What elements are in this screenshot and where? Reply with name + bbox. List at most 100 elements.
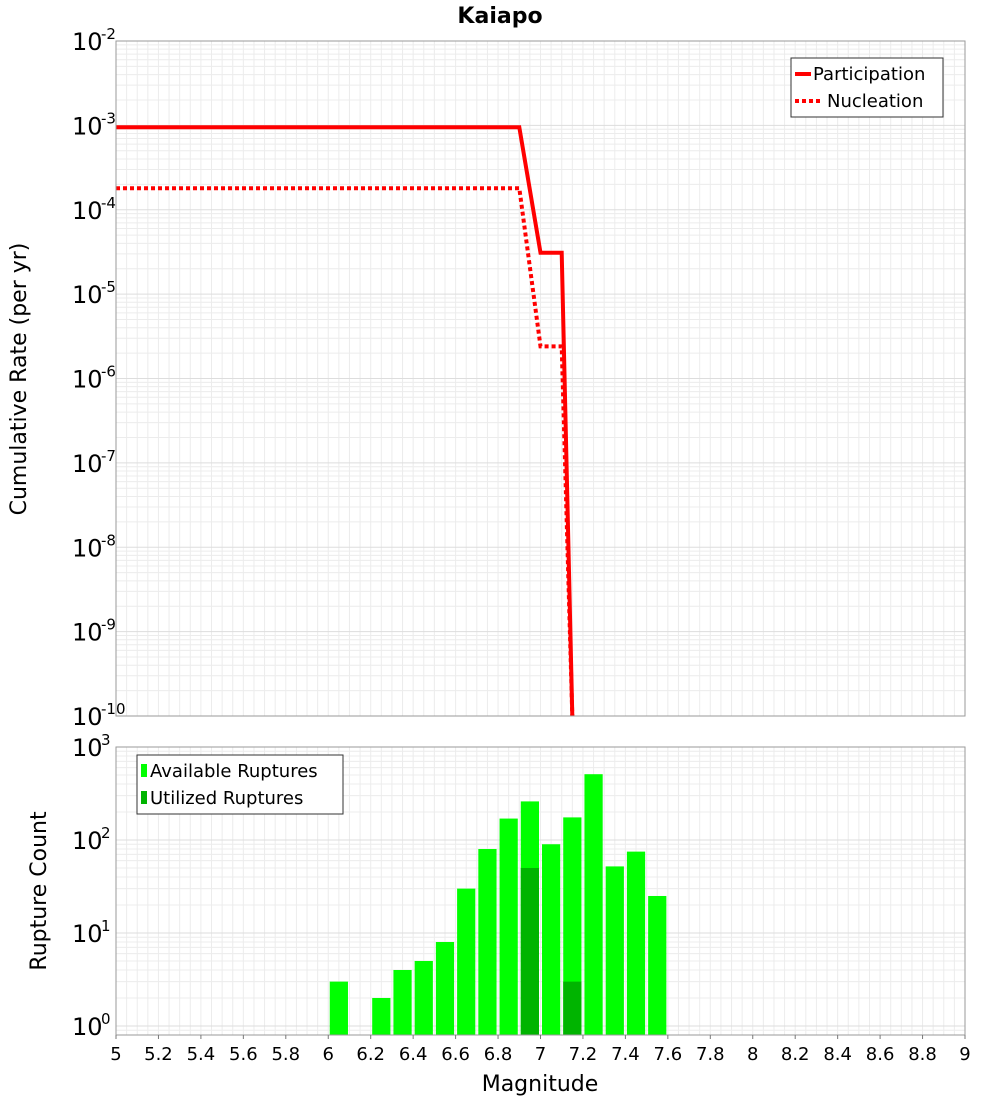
participation-line bbox=[116, 125, 575, 716]
bottom-legend: Available Ruptures Utilized Ruptures bbox=[136, 754, 344, 815]
y-tick-base: 10 bbox=[72, 28, 103, 56]
top-y-tick-label: 10-2 bbox=[72, 25, 116, 56]
x-tick-label: 8.2 bbox=[781, 1044, 810, 1065]
bar-available-ruptures bbox=[563, 817, 582, 1035]
x-tick-label: 8.4 bbox=[823, 1044, 852, 1065]
y-tick-base: 10 bbox=[72, 281, 103, 309]
bar-available-ruptures bbox=[648, 895, 667, 1035]
bar-utilized-ruptures bbox=[563, 981, 582, 1035]
top-y-tick-label: 10-6 bbox=[72, 363, 116, 394]
nucleation-line bbox=[116, 186, 575, 716]
top-y-tick-label: 10-8 bbox=[72, 531, 116, 562]
y-tick-exponent: 1 bbox=[101, 917, 111, 935]
legend-available-label: Available Ruptures bbox=[150, 761, 318, 782]
bar-available-ruptures bbox=[457, 888, 476, 1035]
y-tick-exponent: 2 bbox=[101, 824, 111, 842]
top-y-tick-label: 10-10 bbox=[72, 700, 126, 731]
x-tick-label: 5.4 bbox=[187, 1044, 216, 1065]
top-plot-area bbox=[115, 40, 966, 717]
x-tick-label: 6.4 bbox=[399, 1044, 428, 1065]
x-tick-label: 6.6 bbox=[441, 1044, 470, 1065]
x-tick-label: 7.4 bbox=[611, 1044, 640, 1065]
bar-available-ruptures bbox=[605, 866, 624, 1035]
y-tick-exponent: 3 bbox=[101, 731, 111, 749]
y-tick-base: 10 bbox=[72, 112, 103, 140]
x-tick-label: 7.8 bbox=[696, 1044, 725, 1065]
y-tick-exponent: 0 bbox=[101, 1010, 111, 1028]
bar-available-ruptures bbox=[329, 981, 348, 1035]
x-tick-label: 8.8 bbox=[908, 1044, 937, 1065]
bar-available-ruptures bbox=[499, 818, 518, 1035]
bar-available-ruptures bbox=[542, 844, 561, 1035]
y-tick-base: 10 bbox=[72, 534, 103, 562]
y-tick-exponent: -6 bbox=[101, 363, 116, 381]
bar-available-ruptures bbox=[435, 942, 455, 1035]
top-y-tick-label: 10-5 bbox=[72, 278, 116, 309]
x-tick-label: 5 bbox=[110, 1044, 121, 1065]
x-tick-label: 9 bbox=[959, 1044, 970, 1065]
x-tick-label: 7 bbox=[535, 1044, 546, 1065]
x-tick-label: 8 bbox=[747, 1044, 758, 1065]
legend-nucleation-label: Nucleation bbox=[827, 91, 923, 112]
x-tick-label: 6.2 bbox=[356, 1044, 385, 1065]
y-tick-exponent: -8 bbox=[101, 531, 116, 549]
bar-available-ruptures bbox=[478, 849, 497, 1035]
top-y-tick-label: 10-4 bbox=[72, 194, 116, 225]
y-tick-base: 10 bbox=[72, 1013, 103, 1041]
bottom-y-tick-label: 101 bbox=[72, 917, 111, 948]
bottom-plot-grid bbox=[115, 747, 966, 1036]
y-tick-base: 10 bbox=[72, 734, 103, 762]
top-legend: Participation Nucleation bbox=[790, 57, 944, 118]
y-tick-base: 10 bbox=[72, 827, 103, 855]
top-legend-box bbox=[790, 57, 944, 118]
y-tick-exponent: -10 bbox=[101, 700, 126, 718]
y-tick-exponent: -4 bbox=[101, 194, 116, 212]
bar-available-ruptures bbox=[414, 960, 433, 1035]
legend-utilized-swatch bbox=[141, 791, 147, 804]
y-tick-base: 10 bbox=[72, 197, 103, 225]
y-tick-base: 10 bbox=[72, 703, 103, 731]
top-plot-grid bbox=[115, 41, 966, 717]
bar-available-ruptures bbox=[584, 774, 603, 1035]
x-tick-label: 6.8 bbox=[484, 1044, 513, 1065]
x-tick-label: 8.6 bbox=[866, 1044, 895, 1065]
y-tick-exponent: -5 bbox=[101, 278, 116, 296]
legend-utilized-label: Utilized Ruptures bbox=[150, 788, 303, 809]
x-tick-label: 6 bbox=[323, 1044, 334, 1065]
x-tick-label: 5.8 bbox=[271, 1044, 300, 1065]
bottom-y-tick-label: 100 bbox=[72, 1010, 111, 1041]
chart-title: Kaiapo bbox=[457, 4, 542, 29]
x-tick-label: 7.6 bbox=[654, 1044, 683, 1065]
y-tick-base: 10 bbox=[72, 450, 103, 478]
x-tick-label: 5.6 bbox=[229, 1044, 258, 1065]
x-tick-label: 5.2 bbox=[144, 1044, 173, 1065]
y-tick-exponent: -2 bbox=[101, 25, 116, 43]
x-tick-label: 7.2 bbox=[569, 1044, 598, 1065]
legend-available-swatch bbox=[141, 764, 147, 777]
bar-available-ruptures bbox=[393, 969, 412, 1035]
bar-marks bbox=[329, 774, 667, 1035]
top-y-tick-label: 10-7 bbox=[72, 447, 116, 478]
y-tick-exponent: -7 bbox=[101, 447, 116, 465]
bottom-y-axis-label: Rupture Count bbox=[27, 811, 52, 971]
bar-available-ruptures bbox=[372, 997, 391, 1035]
y-tick-base: 10 bbox=[72, 619, 103, 647]
bottom-y-tick-label: 103 bbox=[72, 731, 111, 762]
legend-participation-label: Participation bbox=[813, 64, 925, 85]
bottom-y-tick-label: 102 bbox=[72, 824, 111, 855]
top-y-tick-label: 10-9 bbox=[72, 616, 116, 647]
x-axis-label: Magnitude bbox=[482, 1072, 599, 1097]
top-y-axis-label: Cumulative Rate (per yr) bbox=[7, 243, 32, 516]
line-marks bbox=[116, 125, 575, 716]
x-tick-labels: 5 5.2 5.4 5.6 5.8 6 6.2 6.4 6.6 6.8 7 7.2 7.4 7.6 7.8 8… bbox=[110, 1035, 971, 1065]
bar-utilized-ruptures bbox=[520, 867, 539, 1035]
y-tick-base: 10 bbox=[72, 366, 103, 394]
bottom-legend-box bbox=[136, 754, 344, 815]
bar-available-ruptures bbox=[626, 851, 646, 1035]
y-tick-exponent: -9 bbox=[101, 616, 116, 634]
y-tick-exponent: -3 bbox=[101, 109, 116, 127]
top-y-tick-label: 10-3 bbox=[72, 109, 116, 140]
